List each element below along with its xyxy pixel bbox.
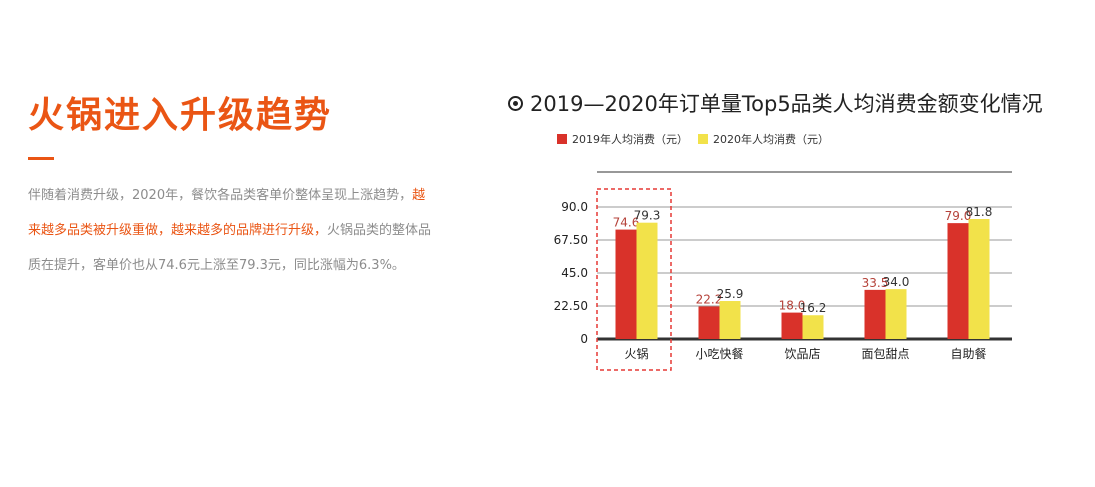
legend-label-2019: 2019年人均消费（元） — [572, 133, 688, 146]
data-label-2019: 79.0 — [945, 209, 972, 223]
data-label-2019: 18.0 — [779, 299, 806, 313]
heading-accent-bar — [28, 157, 54, 160]
description-paragraph: 伴随着消费升级，2020年，餐饮各品类客单价整体呈现上涨趋势，越来越多品类被升级… — [28, 178, 433, 283]
bar-2020 — [968, 219, 990, 339]
data-label-2020: 81.8 — [966, 205, 993, 219]
x-category-label: 火锅 — [624, 346, 648, 361]
data-label-2020: 79.3 — [634, 209, 661, 223]
bar-2019 — [615, 229, 637, 339]
data-label-2020: 34.0 — [883, 275, 910, 289]
y-tick-label: 45.0 — [561, 266, 588, 280]
legend-swatch-2020 — [698, 134, 708, 144]
legend-item-2019: 2019年人均消费（元） — [557, 131, 688, 147]
legend-item-2020: 2020年人均消费（元） — [698, 131, 829, 147]
chart-title-text: 2019—2020年订单量Top5品类人均消费金额变化情况 — [530, 92, 1043, 116]
bar-2019 — [864, 289, 886, 339]
bar-2019 — [698, 306, 720, 339]
bar-2020 — [802, 315, 824, 339]
x-category-label: 面包甜点 — [861, 347, 909, 361]
highlight-dashed-box — [596, 188, 672, 371]
data-label-2019: 33.5 — [862, 276, 889, 290]
bar-2019 — [947, 223, 969, 339]
data-label-2020: 25.9 — [717, 287, 744, 301]
paragraph-highlight: 越来越多品类被升级重做，越来越多的品牌进行升级， — [28, 188, 426, 238]
legend-swatch-2019 — [557, 134, 567, 144]
page-heading: 火锅进入升级趋势 — [28, 95, 333, 136]
x-category-label: 小吃快餐 — [695, 346, 743, 361]
bar-2020 — [885, 289, 907, 339]
x-category-label: 自助餐 — [950, 346, 986, 361]
target-icon — [508, 95, 523, 111]
data-label-2019: 74.6 — [613, 216, 640, 230]
legend-label-2020: 2020年人均消费（元） — [713, 133, 829, 146]
data-label-2019: 22.2 — [696, 292, 723, 306]
data-label-2020: 16.2 — [800, 301, 827, 315]
y-tick-label: 67.50 — [554, 233, 588, 247]
bar-2020 — [636, 222, 658, 339]
y-tick-label: 22.50 — [554, 299, 588, 313]
y-tick-label: 0 — [580, 332, 588, 346]
bar-2019 — [781, 312, 803, 339]
chart-title: 2019—2020年订单量Top5品类人均消费金额变化情况 — [508, 88, 1043, 118]
paragraph-part-2: 火锅品类的整体品质在提升，客单价也从74.6元上涨至79.3元，同比涨幅为6.3… — [28, 223, 432, 273]
x-category-label: 饮品店 — [784, 347, 820, 361]
chart-legend: 2019年人均消费（元） 2020年人均消费（元） — [557, 131, 839, 147]
bar-2020 — [719, 301, 741, 339]
y-tick-label: 90.0 — [561, 200, 588, 214]
paragraph-part-1: 伴随着消费升级，2020年，餐饮各品类客单价整体呈现上涨趋势， — [28, 188, 413, 203]
